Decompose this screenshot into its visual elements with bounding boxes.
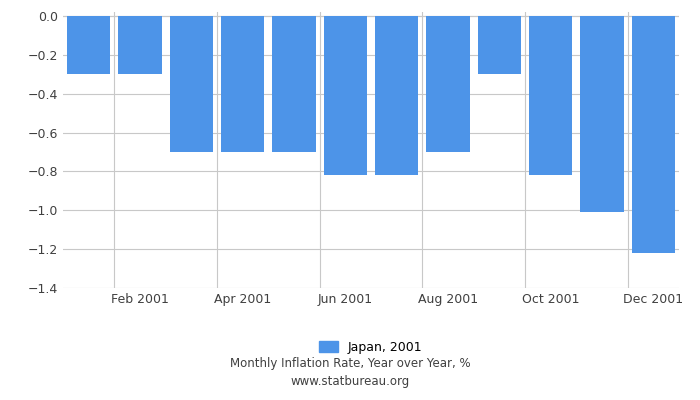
Bar	[272, 16, 316, 152]
Bar	[323, 16, 367, 175]
Bar	[580, 16, 624, 212]
Bar	[631, 16, 675, 253]
Bar	[66, 16, 111, 74]
Bar	[528, 16, 573, 175]
Bar	[118, 16, 162, 74]
Bar	[221, 16, 265, 152]
Legend: Japan, 2001: Japan, 2001	[314, 336, 428, 359]
Bar	[477, 16, 521, 74]
Bar	[375, 16, 419, 175]
Bar	[169, 16, 213, 152]
Bar	[426, 16, 470, 152]
Text: www.statbureau.org: www.statbureau.org	[290, 376, 410, 388]
Text: Monthly Inflation Rate, Year over Year, %: Monthly Inflation Rate, Year over Year, …	[230, 358, 470, 370]
